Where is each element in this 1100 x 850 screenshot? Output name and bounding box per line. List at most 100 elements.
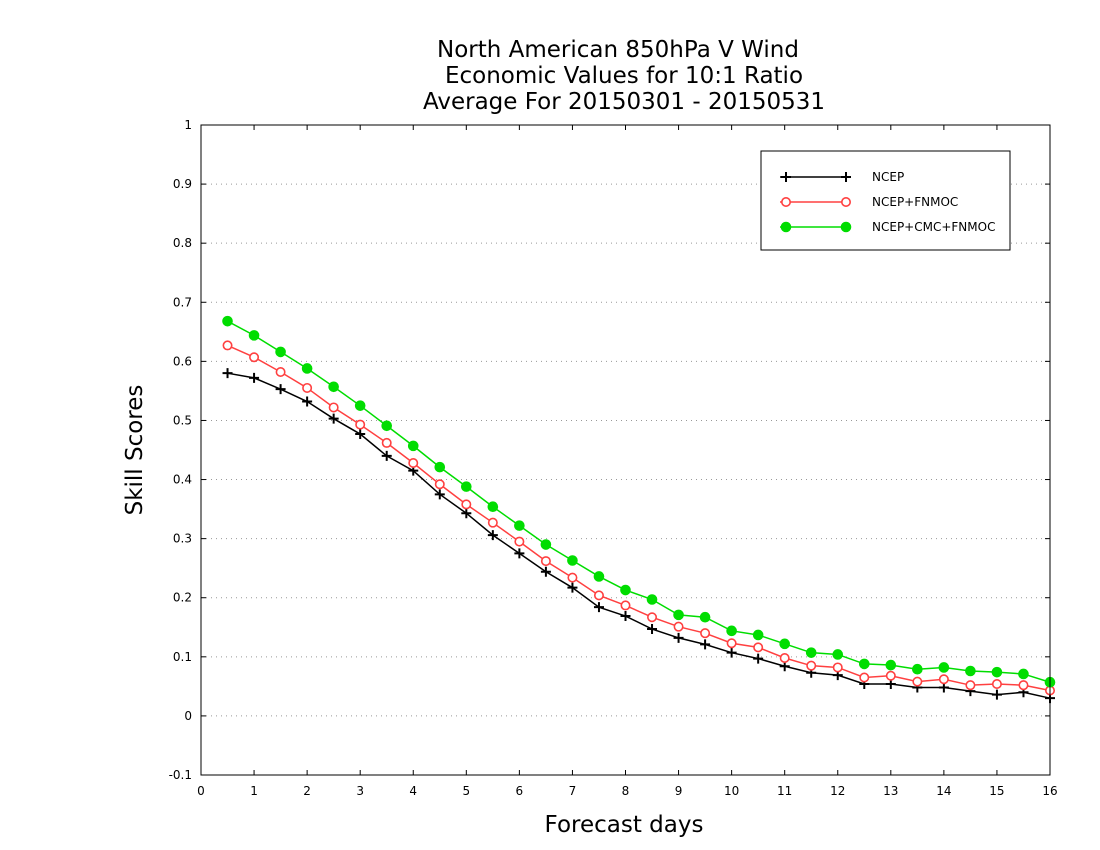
data-point xyxy=(620,600,631,611)
data-point xyxy=(355,429,366,440)
data-point xyxy=(461,481,472,492)
x-tick-label: 15 xyxy=(989,784,1004,798)
data-point xyxy=(859,672,870,683)
data-point xyxy=(646,594,658,605)
legend-marker xyxy=(781,172,791,182)
data-point xyxy=(408,457,419,468)
data-point xyxy=(461,499,472,510)
data-point xyxy=(805,647,817,658)
x-tick-label: 6 xyxy=(516,784,524,798)
chart-title: North American 850hPa V Wind Economic Va… xyxy=(423,37,825,115)
y-tick-label: 0.4 xyxy=(173,473,192,487)
data-point xyxy=(700,639,711,650)
series-ncep-fnmoc xyxy=(222,340,1056,696)
data-point xyxy=(673,609,684,621)
y-tick-label: -0.1 xyxy=(169,768,192,782)
series-layer xyxy=(222,315,1056,704)
data-point xyxy=(647,612,658,623)
data-point xyxy=(673,621,684,632)
data-point xyxy=(593,571,605,582)
x-tick-label: 12 xyxy=(830,784,845,798)
data-point xyxy=(434,489,445,500)
y-axis-label: Skill Scores xyxy=(122,385,148,516)
x-tick-label: 5 xyxy=(462,784,470,798)
data-point xyxy=(673,632,684,643)
data-point xyxy=(938,662,950,673)
data-point xyxy=(700,628,711,639)
axis-ticks: -0.100.10.20.30.40.50.60.70.80.910 1 2 3 4 5 6… xyxy=(169,118,1058,798)
y-tick-label: 0 xyxy=(184,709,192,723)
data-point xyxy=(912,676,923,687)
data-point xyxy=(593,590,604,601)
series-line xyxy=(227,344,1051,692)
data-point xyxy=(540,539,552,550)
data-point xyxy=(885,659,897,671)
y-tick-label: 0.5 xyxy=(173,413,192,427)
data-point xyxy=(275,384,286,395)
data-point xyxy=(275,346,286,358)
data-point xyxy=(885,670,896,681)
data-point xyxy=(620,611,631,622)
data-point xyxy=(222,315,233,327)
data-point xyxy=(779,652,790,663)
data-point xyxy=(858,658,870,670)
data-point xyxy=(726,647,737,658)
data-point xyxy=(487,517,498,528)
x-tick-label: 14 xyxy=(936,784,951,798)
x-tick-label: 4 xyxy=(409,784,417,798)
data-point xyxy=(275,366,286,377)
legend-marker xyxy=(840,221,852,233)
data-point xyxy=(540,566,551,577)
data-point xyxy=(222,340,233,351)
data-point xyxy=(912,663,923,675)
data-point xyxy=(249,352,260,363)
data-point xyxy=(620,584,631,596)
data-point xyxy=(832,649,844,660)
x-tick-label: 13 xyxy=(883,784,898,798)
data-point xyxy=(328,402,339,413)
legend: NCEP NCEP+FNMOC NCEP+CMC+FNMOC xyxy=(760,150,1011,251)
data-point xyxy=(965,665,976,677)
data-point xyxy=(567,555,578,566)
data-point xyxy=(355,419,366,430)
data-point xyxy=(1018,680,1029,691)
legend-label: NCEP xyxy=(872,170,904,184)
data-point xyxy=(567,572,578,583)
data-point xyxy=(248,330,260,341)
y-tick-label: 0.2 xyxy=(173,591,192,605)
legend-marker xyxy=(841,172,851,182)
series-line xyxy=(227,320,1051,683)
data-point xyxy=(938,674,949,685)
x-tick-label: 11 xyxy=(777,784,792,798)
data-point xyxy=(991,689,1002,700)
gridlines xyxy=(201,183,1050,717)
data-point xyxy=(354,400,366,411)
data-point xyxy=(832,662,843,673)
data-point xyxy=(302,396,313,407)
legend-box xyxy=(760,150,1011,251)
legend-label: NCEP+FNMOC xyxy=(872,195,958,209)
legend-label: NCEP+CMC+FNMOC xyxy=(872,220,995,234)
data-point xyxy=(593,602,604,613)
data-point xyxy=(487,501,499,513)
y-tick-label: 0.6 xyxy=(173,354,192,368)
title-line-2: Economic Values for 10:1 Ratio xyxy=(445,63,803,89)
y-tick-label: 0.3 xyxy=(173,532,192,546)
x-axis-label: Forecast days xyxy=(545,812,704,838)
y-tick-label: 0.1 xyxy=(173,650,192,664)
data-point xyxy=(487,530,498,541)
series-line xyxy=(227,372,1051,699)
series-ncep-cmc-fnmoc xyxy=(222,315,1056,688)
data-point xyxy=(540,556,551,567)
data-point xyxy=(222,368,233,379)
data-point xyxy=(647,624,658,635)
data-point xyxy=(514,520,525,531)
x-tick-label: 10 xyxy=(724,784,739,798)
data-point xyxy=(514,536,525,547)
series-ncep xyxy=(222,368,1055,704)
x-tick-label: 9 xyxy=(675,784,683,798)
data-point xyxy=(328,381,339,393)
data-point xyxy=(806,660,817,671)
data-point xyxy=(434,479,445,490)
